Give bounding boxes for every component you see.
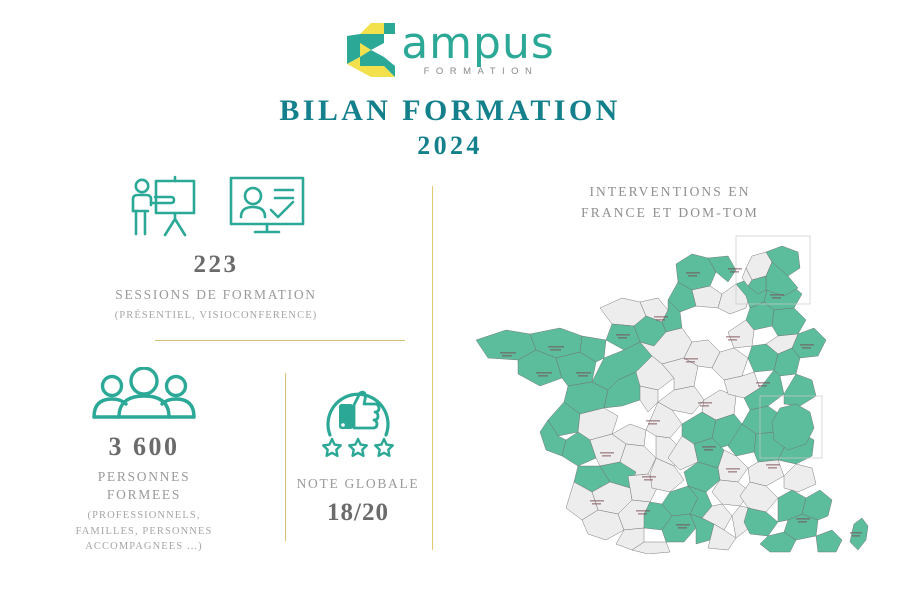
logo-wordmark: ampus: [401, 18, 555, 70]
logo-tagline: FORMATION: [423, 65, 539, 77]
stat-people-sub-3: ACCOMPAGNEES ...): [85, 540, 203, 552]
stats-inner-vertical-divider: [285, 373, 287, 541]
page-title-line1: BILAN FORMATION: [279, 94, 621, 127]
video-conference-icon: [229, 176, 305, 234]
stats-panel: 223 SESSIONS DE FORMATION (PRÉSENTIEL, V…: [0, 175, 432, 575]
brand-logo: ampus FORMATION: [0, 14, 900, 86]
reunion-inset: [759, 395, 823, 459]
stat-sessions-icons: [0, 175, 432, 239]
stats-horizontal-divider: [155, 340, 405, 342]
stat-sessions-sub: (PRÉSENTIEL, VISIOCONFERENCE): [114, 310, 318, 322]
three-people-icon: [92, 367, 196, 419]
stat-people-number: 3 600: [108, 432, 180, 461]
stat-rating-icons: [288, 371, 428, 461]
stat-people-sub-1: (PROFESSIONNELS,: [87, 510, 201, 522]
stat-people-label-2: FORMEES: [106, 487, 182, 503]
map-department-labels: [500, 268, 862, 537]
stat-rating-number: 18/20: [327, 499, 389, 527]
ile-de-france-inset: [735, 235, 811, 305]
stat-sessions: 223 SESSIONS DE FORMATION (PRÉSENTIEL, V…: [0, 175, 432, 323]
campus-hexagon-logo-icon: [347, 23, 396, 77]
page-title-line2: 2024: [417, 131, 483, 160]
map-heading-line1: INTERVENTIONS EN: [589, 184, 751, 199]
stat-people-sub-2: FAMILLES, PERSONNES: [75, 525, 213, 537]
map-heading-line2: FRANCE ET DOM-TOM: [581, 204, 759, 220]
main-vertical-divider: [432, 186, 434, 550]
page-title: BILAN FORMATION 2024: [0, 94, 900, 161]
thumbs-up-three-stars-icon: [322, 390, 394, 457]
france-map-svg[interactable]: [440, 224, 900, 554]
stat-global-rating: NOTE GLOBALE 18/20: [288, 371, 428, 527]
trainer-whiteboard-icon: [131, 175, 196, 237]
stat-people-label-1: PERSONNES: [97, 469, 191, 484]
stat-people-icons: [18, 365, 270, 423]
france-departments-map[interactable]: [440, 224, 900, 554]
stat-rating-label: NOTE GLOBALE: [296, 476, 420, 491]
map-panel: INTERVENTIONS EN FRANCE ET DOM-TOM: [440, 182, 900, 582]
stat-sessions-label: SESSIONS DE FORMATION: [115, 287, 317, 302]
stat-sessions-number: 223: [193, 251, 239, 278]
stat-people-trained: 3 600 PERSONNES FORMEES (PROFESSIONNELS,…: [18, 365, 270, 554]
map-heading: INTERVENTIONS EN FRANCE ET DOM-TOM: [440, 182, 900, 224]
